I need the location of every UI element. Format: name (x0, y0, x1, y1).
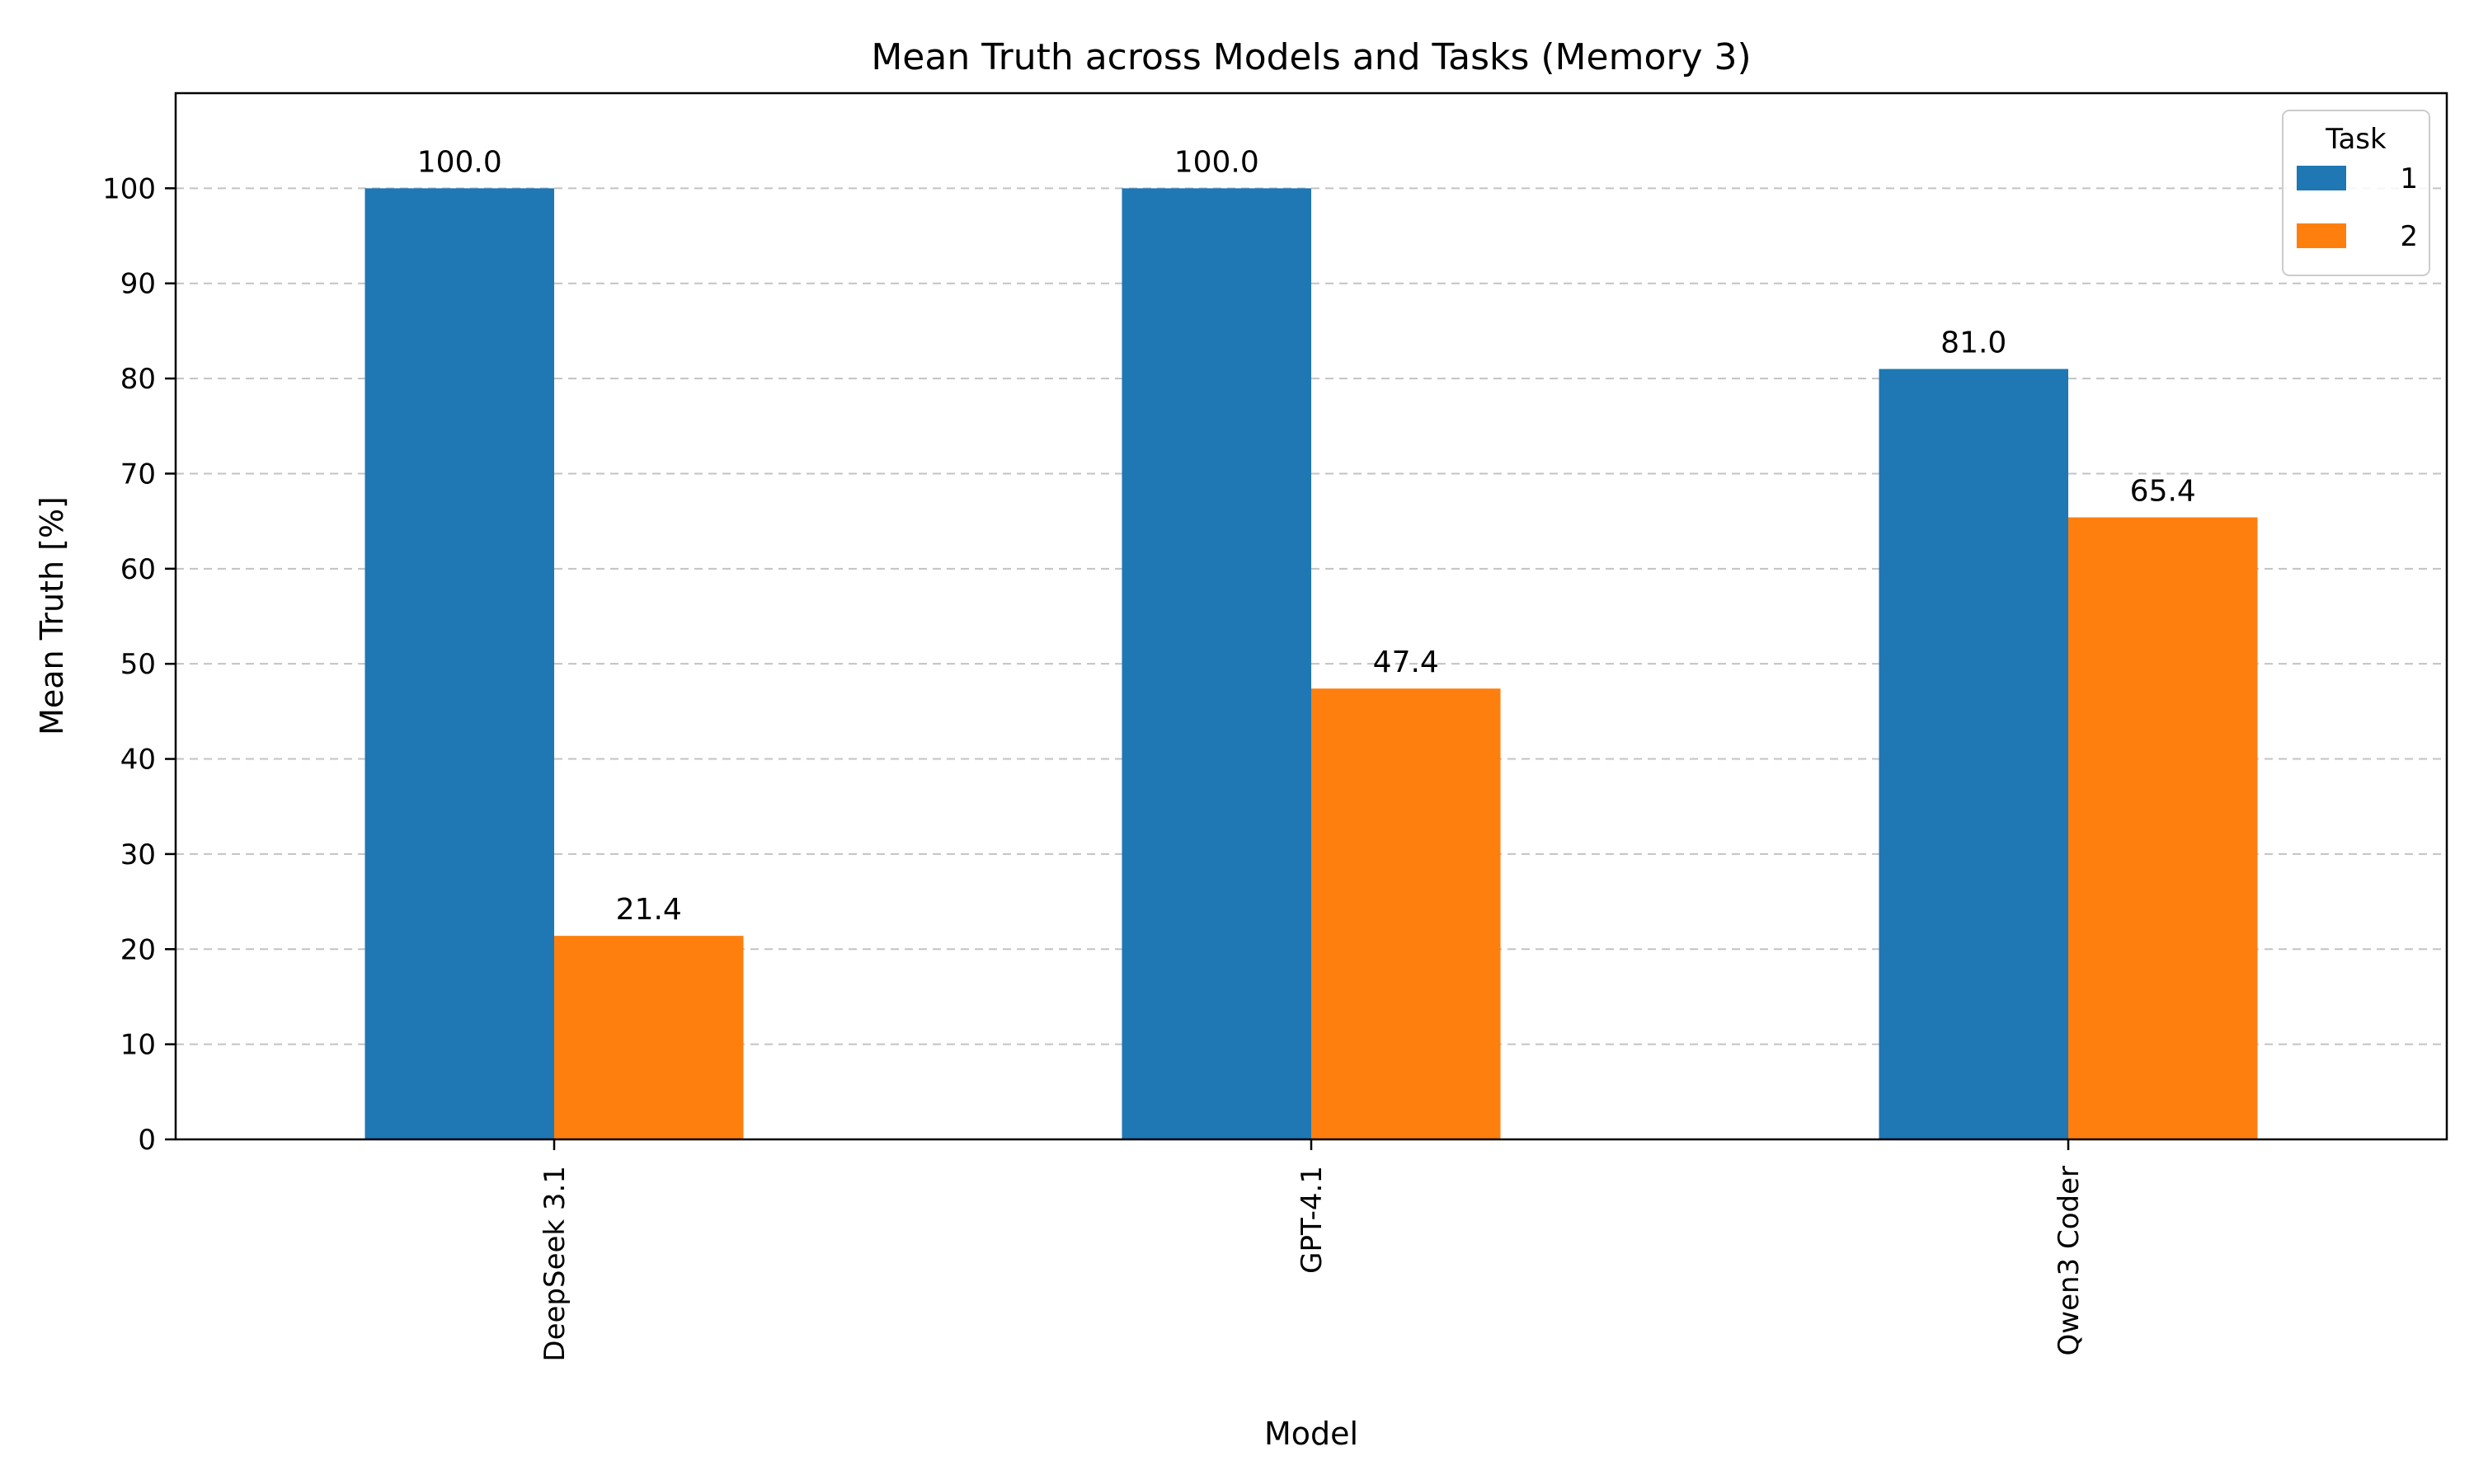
bar-value-label: 21.4 (616, 893, 682, 927)
y-axis: 0 10 20 30 40 50 60 70 80 90 100 (102, 172, 176, 1157)
y-axis-label: Mean Truth [%] (34, 496, 70, 735)
y-tick-label: 20 (120, 933, 156, 966)
y-tick-label: 70 (120, 458, 156, 491)
bar-task-1-2 (1879, 369, 2068, 1139)
bar-value-label: 65.4 (2130, 475, 2196, 509)
y-tick-label: 60 (120, 553, 156, 586)
y-tick-label: 80 (120, 363, 156, 396)
bar-task-1-0 (365, 188, 554, 1139)
bar-task-2-0 (554, 936, 744, 1139)
y-tick-label: 0 (138, 1124, 156, 1157)
legend-title: Task (2325, 123, 2387, 156)
legend-label-2: 2 (2400, 220, 2418, 253)
bars (365, 188, 2258, 1139)
y-tick-label: 90 (120, 268, 156, 301)
bar-value-label: 100.0 (417, 145, 502, 179)
legend-swatch-2 (2297, 223, 2346, 248)
chart-title: Mean Truth across Models and Tasks (Memo… (871, 36, 1751, 78)
x-axis: DeepSeek 3.1 GPT-4.1 Qwen3 Coder (539, 1139, 2086, 1362)
x-tick-label: GPT-4.1 (1296, 1166, 1329, 1274)
bar-task-1-1 (1122, 188, 1311, 1139)
y-tick-label: 50 (120, 648, 156, 681)
bar-task-2-1 (1311, 688, 1501, 1139)
bar-value-label: 47.4 (1373, 646, 1439, 679)
x-tick-label: DeepSeek 3.1 (539, 1166, 571, 1362)
legend-label-1: 1 (2400, 162, 2418, 195)
data-labels: 100.0 21.4 100.0 47.4 81.0 65.4 (417, 145, 2196, 927)
bar-value-label: 81.0 (1940, 326, 2006, 360)
x-axis-label: Model (1264, 1416, 1358, 1452)
y-tick-label: 30 (120, 838, 156, 871)
y-tick-label: 40 (120, 744, 156, 777)
bar-task-2-2 (2068, 517, 2258, 1139)
x-tick-label: Qwen3 Coder (2053, 1166, 2086, 1356)
legend-swatch-1 (2297, 166, 2346, 190)
y-tick-label: 10 (120, 1029, 156, 1062)
bar-value-label: 100.0 (1174, 145, 1259, 179)
legend: Task 1 2 (2282, 110, 2430, 276)
y-tick-label: 100 (102, 172, 156, 205)
